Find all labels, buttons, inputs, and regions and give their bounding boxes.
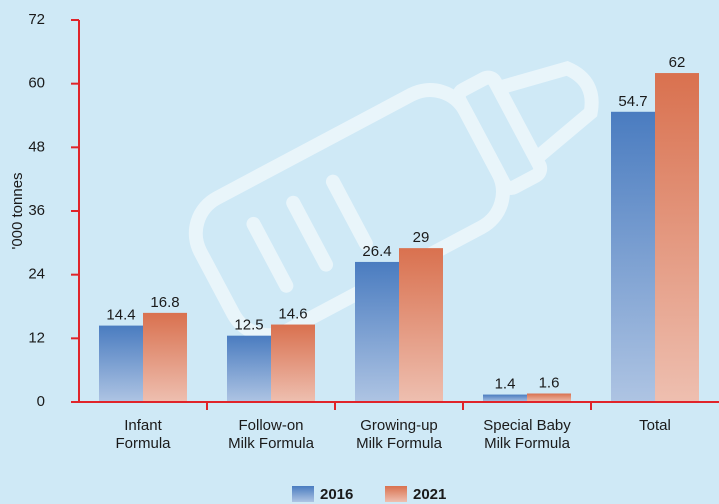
value-label: 16.8 [150, 294, 179, 311]
value-label: 29 [413, 229, 430, 246]
bar [483, 394, 527, 402]
bar [99, 325, 143, 402]
y-tick-label: 72 [28, 11, 45, 28]
value-label: 14.4 [106, 307, 135, 324]
bar [399, 248, 443, 402]
bar [527, 393, 571, 402]
y-tick-label: 12 [28, 329, 45, 346]
y-tick-label: 0 [37, 393, 45, 410]
x-tick-label: Infant Formula [115, 417, 171, 452]
value-label: 62 [669, 54, 686, 71]
bar [271, 324, 315, 402]
y-axis-label: '000 tonnes [9, 172, 26, 249]
legend-text: 2016 [320, 486, 353, 503]
bar [655, 73, 699, 403]
bar [611, 111, 655, 403]
y-tick-label: 60 [28, 75, 45, 92]
value-label: 1.6 [539, 374, 560, 391]
value-label: 54.7 [618, 93, 647, 110]
x-tick-label: Follow-on Milk Formula [228, 417, 314, 452]
x-tick-label: Growing-up Milk Formula [356, 417, 442, 452]
value-label: 1.4 [495, 376, 516, 393]
y-tick-label: 24 [28, 266, 45, 283]
value-label: 14.6 [278, 306, 307, 323]
y-tick-label: 48 [28, 138, 45, 155]
bar [143, 312, 187, 402]
y-tick-label: 36 [28, 202, 45, 219]
legend-text: 2021 [413, 486, 446, 503]
x-tick-label: Total [639, 417, 671, 434]
bar [355, 261, 399, 402]
bar [227, 335, 271, 402]
x-tick-label: Special Baby Milk Formula [483, 417, 571, 452]
value-label: 26.4 [362, 243, 391, 260]
legend-swatch [385, 486, 407, 502]
legend-swatch [292, 486, 314, 502]
value-label: 12.5 [234, 317, 263, 334]
